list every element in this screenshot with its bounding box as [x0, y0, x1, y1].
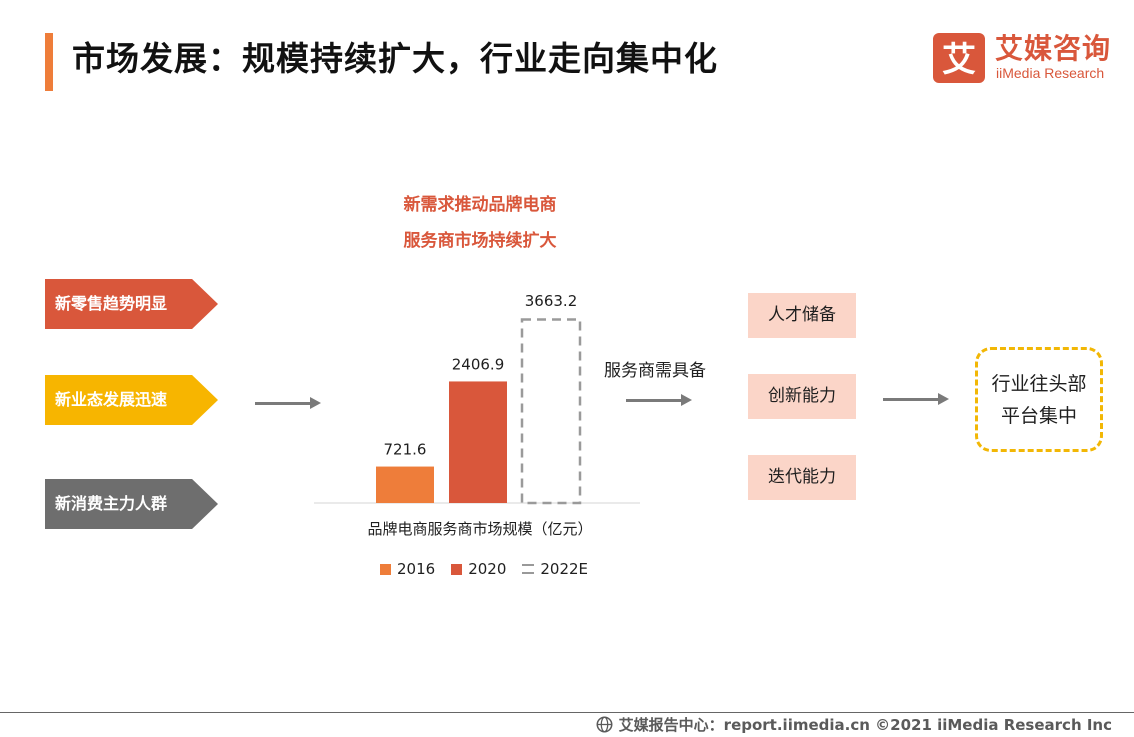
- market-size-chart: 721.6 2406.9 3663.2 品牌电商服务商市场规模（亿元） 2016 2…: [300, 280, 660, 590]
- globe-icon: [596, 716, 613, 733]
- chart-legend: 2016 2020 2022E: [380, 560, 588, 578]
- footer-divider: [0, 712, 1134, 713]
- result-line-2: 平台集中: [1000, 404, 1077, 427]
- arrow-to-capabilities: [626, 394, 692, 406]
- title-accent-bar: [45, 33, 53, 91]
- legend-swatch-2016: [380, 563, 391, 575]
- driver-new-retail: 新零售趋势明显: [45, 279, 218, 329]
- capability-innovation: 创新能力: [748, 374, 856, 419]
- legend-item-2022e: 2022E: [522, 560, 588, 578]
- legend-swatch-2022e: [522, 564, 535, 574]
- page-title: 市场发展：规模持续扩大，行业走向集中化: [72, 39, 718, 78]
- legend-swatch-2020: [451, 563, 463, 575]
- value-label-2020: 2406.9: [452, 355, 505, 373]
- arrow-to-result: [883, 393, 949, 405]
- footer-text: 艾媒报告中心：report.iimedia.cn ©2021 iiMedia R…: [618, 716, 1112, 734]
- logo-text-en: iiMedia Research: [996, 65, 1105, 81]
- bar-2022e: [520, 318, 582, 505]
- legend-item-2020: 2020: [451, 560, 506, 578]
- headline-line-2: 服务商市场持续扩大: [403, 231, 557, 251]
- legend-label-2022e: 2022E: [540, 560, 589, 578]
- value-label-2022e: 3663.2: [525, 292, 578, 310]
- bar-2020: [449, 381, 507, 503]
- arrow-drivers-to-chart: [255, 397, 321, 409]
- result-line-1: 行业往头部: [991, 372, 1087, 395]
- needs-label: 服务商需具备: [604, 361, 706, 381]
- footer: 艾媒报告中心：report.iimedia.cn ©2021 iiMedia R…: [596, 714, 1112, 735]
- legend-label-2016: 2016: [397, 560, 436, 578]
- logo-text-cn: 艾媒咨询: [995, 32, 1112, 65]
- bar-2016: [376, 466, 434, 503]
- capability-iteration: 迭代能力: [748, 455, 856, 500]
- result-box: 行业往头部 平台集中: [975, 347, 1103, 452]
- chart-caption: 品牌电商服务商市场规模（亿元）: [367, 520, 593, 538]
- logo-icon: 艾: [933, 33, 985, 83]
- chart-plot: 721.6 2406.9 3663.2: [314, 292, 640, 505]
- headline-line-1: 新需求推动品牌电商: [403, 195, 557, 215]
- capability-talent: 人才储备: [748, 293, 856, 338]
- driver-new-business: 新业态发展迅速: [45, 375, 218, 425]
- value-label-2016: 721.6: [384, 441, 427, 459]
- driver-new-consumers: 新消费主力人群: [45, 479, 218, 529]
- legend-item-2016: 2016: [380, 560, 435, 578]
- legend-label-2020: 2020: [468, 560, 507, 578]
- logo-mark-glyph: 艾: [942, 40, 976, 80]
